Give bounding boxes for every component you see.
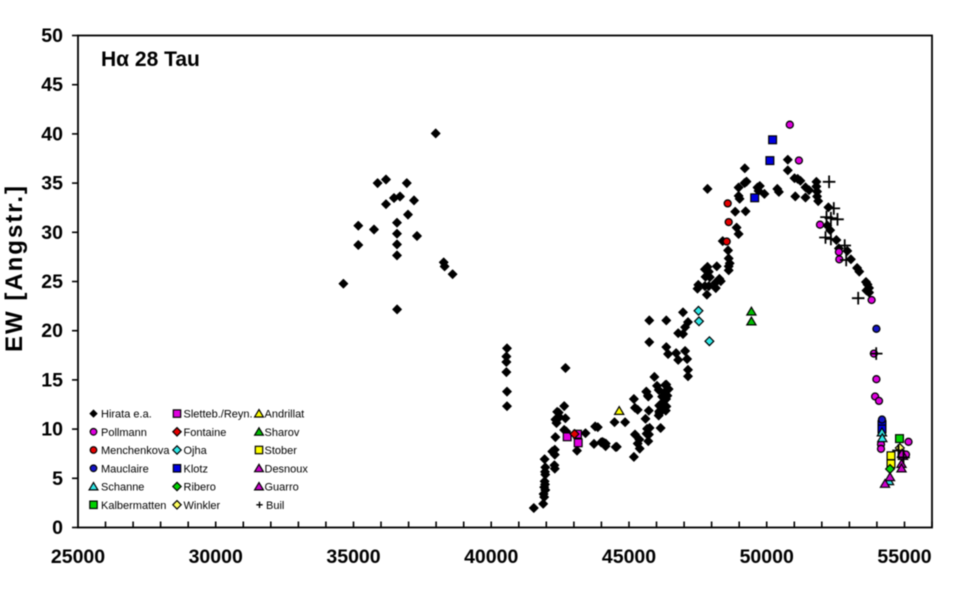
svg-text:Mauclaire: Mauclaire [101, 463, 149, 475]
svg-text:55000: 55000 [877, 546, 931, 568]
svg-text:30000: 30000 [189, 546, 243, 568]
svg-text:Fontaine: Fontaine [184, 427, 227, 439]
svg-text:50000: 50000 [740, 546, 794, 568]
svg-text:Ojha: Ojha [184, 445, 208, 457]
svg-text:Pollmann: Pollmann [101, 427, 147, 439]
svg-text:Kalbermatten: Kalbermatten [101, 500, 166, 512]
svg-text:Ribero: Ribero [184, 482, 216, 494]
svg-text:Menchenkova: Menchenkova [101, 445, 170, 457]
svg-text:Hirata e.a.: Hirata e.a. [101, 409, 152, 421]
svg-text:25000: 25000 [51, 546, 105, 568]
svg-text:Guarro: Guarro [265, 482, 299, 494]
svg-text:45000: 45000 [602, 546, 656, 568]
svg-text:50: 50 [41, 25, 63, 47]
svg-text:20: 20 [41, 320, 63, 342]
svg-text:35000: 35000 [326, 546, 380, 568]
svg-text:30: 30 [41, 222, 63, 244]
svg-text:15: 15 [41, 369, 63, 391]
svg-text:EW [Angstr.]: EW [Angstr.] [1, 184, 28, 352]
svg-text:Buil: Buil [266, 500, 284, 512]
svg-text:Winkler: Winkler [184, 500, 221, 512]
svg-text:Sletteb./Reyn.: Sletteb./Reyn. [184, 409, 253, 421]
svg-text:Stober: Stober [265, 445, 298, 457]
svg-text:Desnoux: Desnoux [265, 463, 309, 475]
svg-text:5: 5 [52, 468, 63, 490]
svg-text:Klotz: Klotz [184, 463, 208, 475]
svg-text:45: 45 [41, 74, 63, 96]
svg-text:0: 0 [52, 517, 63, 539]
svg-text:Andrillat: Andrillat [265, 409, 305, 421]
svg-text:40: 40 [41, 123, 63, 145]
svg-text:Hα 28 Tau: Hα 28 Tau [101, 48, 200, 71]
svg-text:Schanne: Schanne [101, 482, 144, 494]
svg-text:35: 35 [41, 173, 63, 195]
svg-text:25: 25 [41, 271, 63, 293]
svg-text:10: 10 [41, 419, 63, 441]
svg-text:40000: 40000 [464, 546, 518, 568]
svg-text:Sharov: Sharov [265, 427, 300, 439]
